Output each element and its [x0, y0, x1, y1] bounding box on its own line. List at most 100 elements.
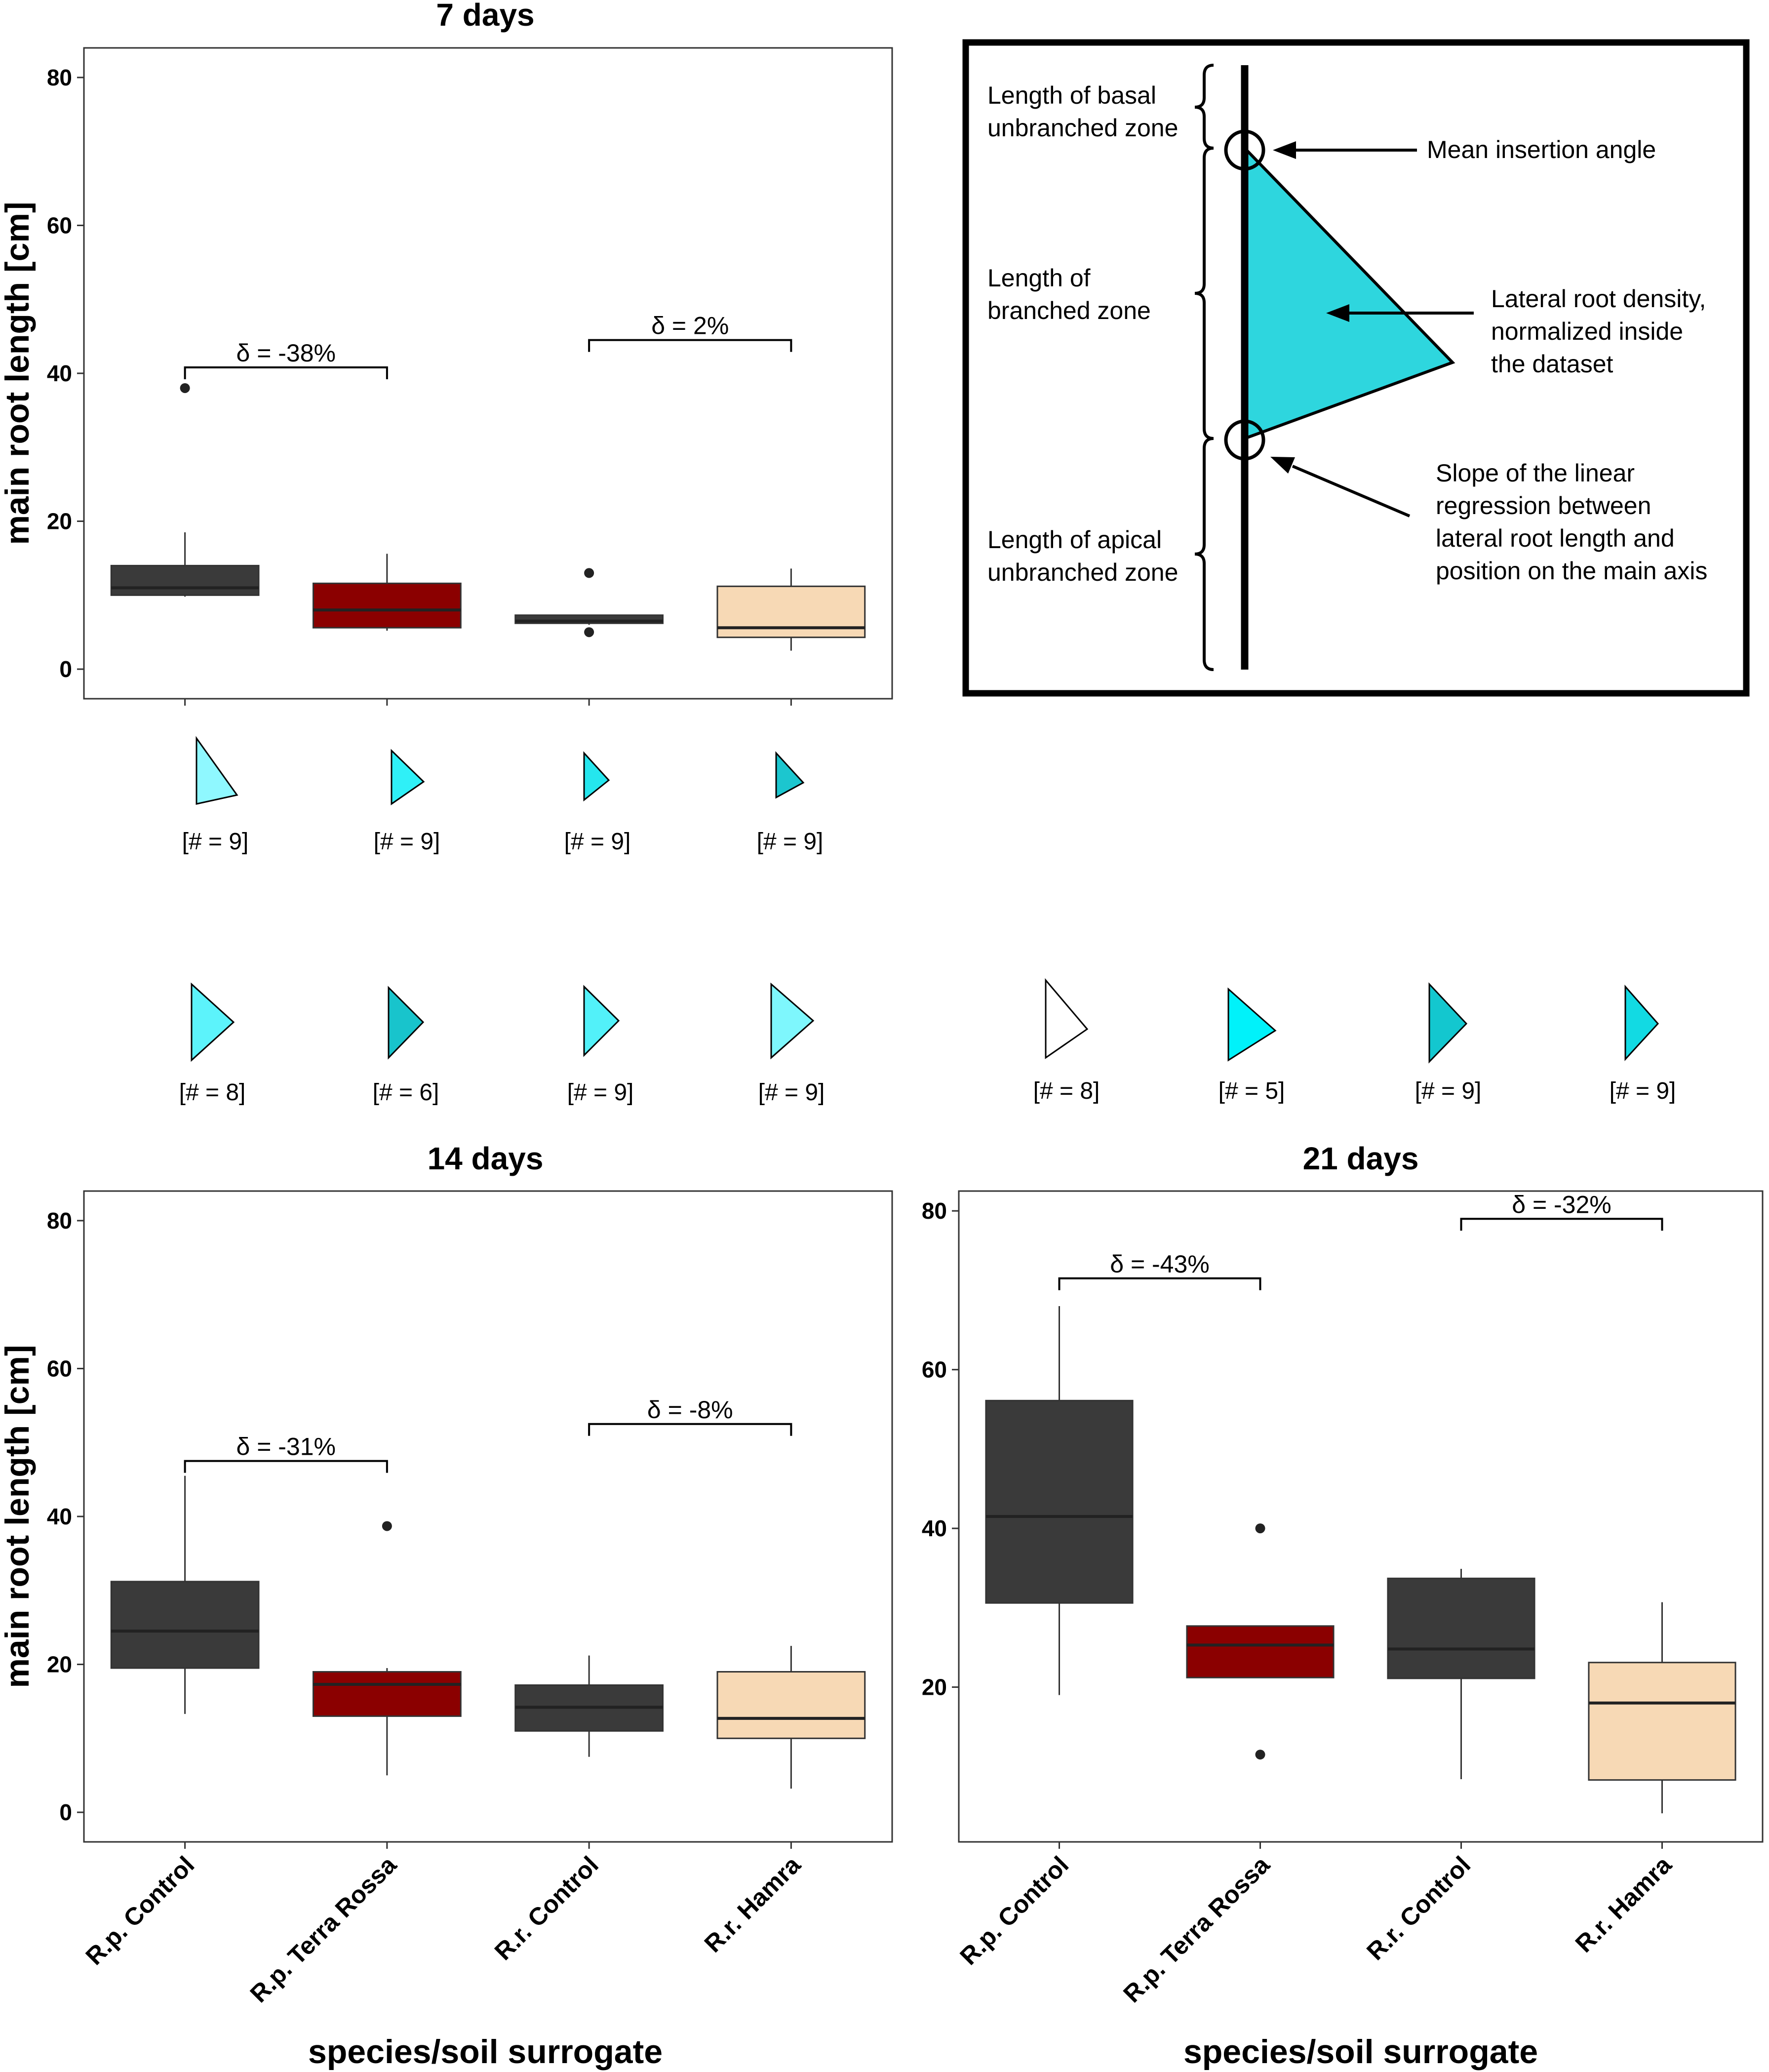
delta-label: δ = -43% [1110, 1250, 1210, 1278]
delta-bracket [588, 339, 792, 352]
outlier-point [382, 1521, 392, 1531]
sample-count-label: [# = 9] [757, 829, 824, 855]
lateral-root-glyph [391, 749, 425, 805]
boxplot-group [110, 383, 866, 651]
delta-brackets: δ = -31% δ = -8% [184, 1396, 792, 1473]
boxplot-group [110, 1475, 866, 1789]
y-tick-label: 40 [47, 360, 72, 386]
x-category-label: R.p. Control [80, 1851, 200, 1970]
y-tick-label: 40 [47, 1504, 72, 1529]
label-branched-zone: Length of branched zone [987, 264, 1151, 324]
lateral-root-glyph [1428, 982, 1468, 1064]
boxplot [110, 383, 260, 597]
bracket-basal [1194, 64, 1214, 150]
x-category-label: R.p. Terra Rossa [245, 1850, 402, 2008]
delta-bracket [588, 1423, 792, 1436]
delta-label: δ = -8% [647, 1396, 733, 1424]
lateral-root-glyph [1227, 987, 1277, 1062]
label-slope-regression: Slope of the linear regression between lat… [1436, 459, 1707, 585]
boxplot [514, 568, 664, 638]
schematic-frame [962, 39, 1750, 697]
panel-21-days: 21 days species/soil surrogate 20406080 … [922, 1141, 1764, 2071]
boxplot [110, 1475, 260, 1714]
lateral-root-triangle [1243, 144, 1455, 441]
lateral-root-glyph [191, 982, 235, 1062]
sample-count-label: [# = 5] [1219, 1078, 1285, 1104]
y-axis-ticks: 20 40 60 80 [922, 1198, 959, 1700]
bracket-branched [1194, 147, 1214, 440]
x-axis-categories: R.p. Control R.p. Terra Rossa R.r. Control… [954, 1850, 1677, 2008]
lateral-root-glyph [583, 985, 620, 1057]
chart-title-21-days: 21 days [1303, 1141, 1419, 1176]
sample-count-label: [# = 9] [374, 829, 440, 855]
boxplot [1588, 1602, 1736, 1814]
lateral-root-glyph [770, 982, 815, 1060]
arrow-density [1326, 304, 1474, 322]
delta-bracket [1058, 1277, 1261, 1290]
lateral-root-glyph [196, 736, 238, 805]
outlier-point [180, 383, 190, 393]
box-iqr [716, 1671, 866, 1739]
x-axis-label: species/soil surrogate [308, 2033, 663, 2071]
delta-label: δ = -31% [236, 1433, 336, 1461]
outlier-point [584, 627, 594, 638]
outlier-point [584, 568, 594, 578]
plot-frame [83, 1190, 893, 1843]
sample-count-label: [# = 8] [179, 1079, 246, 1106]
sample-count-label: [# = 9] [182, 829, 249, 855]
box-iqr [985, 1399, 1134, 1604]
x-category-label: R.r. Hamra [699, 1850, 806, 1957]
box-iqr [1588, 1662, 1736, 1781]
boxplot [514, 1655, 664, 1757]
y-tick-label: 20 [47, 1652, 72, 1677]
box-iqr [110, 564, 260, 596]
lateral-root-glyph [775, 751, 805, 799]
delta-bracket [184, 1460, 388, 1473]
y-tick-label: 60 [47, 1355, 72, 1381]
x-category-label: R.p. Control [954, 1851, 1074, 1970]
delta-brackets: δ = -38% δ = 2% [184, 312, 792, 380]
box-iqr [312, 1671, 462, 1717]
box-iqr [312, 582, 462, 629]
x-category-label: R.r. Control [489, 1851, 604, 1965]
sample-count-label: [# = 8] [1033, 1078, 1100, 1104]
y-tick-label: 40 [922, 1515, 947, 1541]
boxplot-group [985, 1306, 1736, 1814]
x-category-label: R.r. Hamra [1570, 1850, 1677, 1957]
apical-marker [1224, 419, 1265, 461]
label-apical-zone: Length of apical unbranched zone [987, 526, 1178, 586]
y-tick-label: 80 [47, 1208, 72, 1234]
glyph-row-21-days: [# = 8] [# = 5] [# = 9] [# = 9] [1033, 978, 1676, 1104]
y-tick-label: 20 [47, 509, 72, 534]
boxplot [1186, 1523, 1335, 1760]
sample-count-label: [# = 9] [1415, 1078, 1482, 1104]
y-tick-label: 0 [59, 656, 72, 682]
chart-title-14-days: 14 days [428, 1141, 544, 1176]
x-axis-categories: R.p. Control R.p. Terra Rossa R.r. Control… [80, 1850, 806, 2008]
insertion-angle-marker [1224, 129, 1265, 171]
x-category-label: R.p. Terra Rossa [1118, 1850, 1275, 2008]
boxplot [312, 554, 462, 631]
delta-bracket [184, 366, 388, 380]
y-tick-label: 20 [922, 1674, 947, 1700]
sample-count-label: [# = 9] [758, 1079, 825, 1106]
glyph-row-7-days: [# = 9] [# = 9] [# = 9] [# = 9] [182, 736, 824, 855]
plot-frame [958, 1190, 1764, 1843]
boxplot [716, 568, 866, 651]
y-axis-ticks: 0 20 40 60 80 [47, 1208, 84, 1825]
boxplot [312, 1521, 462, 1776]
label-insertion-angle: Mean insertion angle [1427, 136, 1656, 163]
boxplot [716, 1646, 866, 1789]
bracket-apical [1194, 437, 1214, 671]
label-lateral-root-density: Lateral root density, normalized inside th… [1491, 285, 1706, 378]
lateral-root-glyph [1624, 985, 1659, 1061]
y-tick-label: 80 [47, 65, 72, 90]
delta-label: δ = -38% [236, 339, 336, 367]
panel-7-days: 7 days main root length [cm] 0 20 40 60 80 δ… [0, 0, 893, 706]
box-iqr [1186, 1625, 1335, 1678]
lateral-root-glyph [583, 751, 610, 802]
y-tick-label: 80 [922, 1198, 947, 1224]
delta-label: δ = 2% [651, 312, 729, 340]
arrow-slope [1270, 457, 1411, 518]
